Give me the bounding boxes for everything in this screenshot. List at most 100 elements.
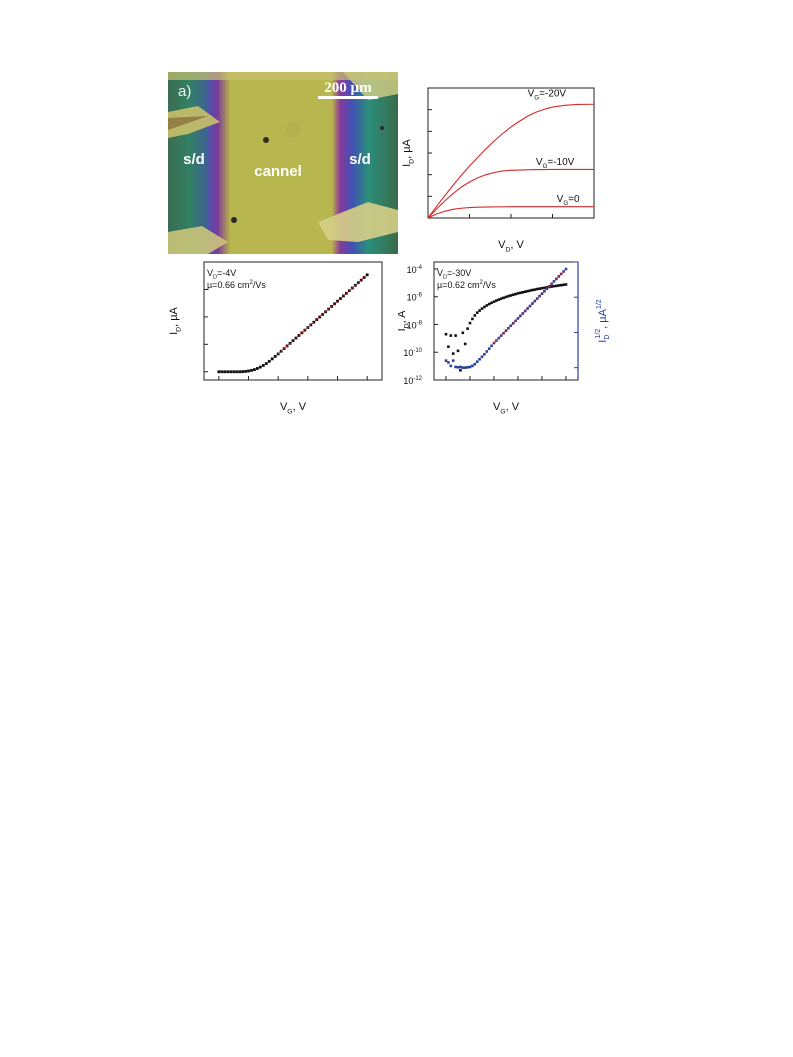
sqrt-id-point (521, 312, 525, 315)
sqrt-id-point (499, 334, 503, 337)
data-point (294, 336, 298, 340)
id-log-point (499, 297, 503, 300)
sqrt-id-point (502, 331, 505, 335)
sqrt-id-point (475, 360, 479, 363)
y-axis-label: ID, A (398, 310, 410, 331)
sqrt-id-point (485, 350, 489, 353)
id-log-point (528, 289, 532, 292)
data-point (339, 297, 342, 300)
id-log-point (550, 285, 553, 288)
y-axis-label: ID, µA (168, 306, 182, 334)
id-log-point (509, 294, 513, 297)
sqrt-id-point (545, 287, 549, 291)
id-log-point (449, 334, 453, 337)
data-point (312, 320, 316, 324)
id-log-point (451, 352, 455, 355)
id-log-point (447, 345, 450, 348)
sqrt-id-point (533, 299, 537, 303)
data-point (297, 334, 301, 337)
sqrt-id-point (538, 294, 541, 298)
output-curve (427, 168, 594, 219)
micrograph-image: a) 200 µm s/d cannel s/d (168, 72, 398, 254)
id-log-point (485, 304, 489, 307)
id-log-point (502, 296, 505, 300)
transfer-log-chart: 10-12 10-10 10-8 10-6 10-4 VD=-30V µ=0.62 cm2/… (398, 256, 620, 422)
data-point (258, 365, 262, 369)
id-log-point (552, 284, 556, 288)
sqrt-id-point (531, 302, 534, 305)
y-tick-label: 10-8 (407, 320, 423, 330)
sqrt-id-point (504, 329, 508, 332)
channel-label: cannel (254, 163, 302, 180)
id-log-point (540, 286, 544, 290)
id-log-point (475, 311, 479, 314)
data-point (220, 370, 224, 374)
sqrt-id-point (444, 359, 448, 362)
sqrt-id-point (552, 280, 556, 283)
output-curve (427, 206, 594, 219)
transfer-linear-chart: VD=-4V µ=0.66 cm2/Vs VG, V ID, µA (168, 256, 388, 422)
id-log-point (478, 309, 481, 312)
data-point (291, 339, 295, 343)
id-log-point (504, 295, 508, 299)
curve-label: VG=-10V (536, 157, 575, 170)
data-point (318, 315, 322, 319)
sqrt-id-point (492, 341, 496, 345)
data-point (229, 370, 233, 374)
sqrt-id-point (454, 365, 457, 369)
sqrt-id-point (540, 292, 544, 296)
id-log-point (463, 342, 467, 346)
y2-axis-label: ID1/2, µA1/2 (595, 299, 611, 342)
annotation-mobility: µ=0.62 cm2/Vs (437, 280, 496, 290)
sqrt-id-point (483, 352, 486, 356)
panel-a-label: a) (178, 83, 191, 100)
id-log-point (557, 284, 561, 287)
sqrt-id-point (514, 319, 517, 323)
annotation-vd: VD=-4V (207, 268, 236, 281)
plot-frame (203, 261, 383, 381)
id-log-point (461, 331, 465, 335)
sqrt-id-point (459, 365, 462, 369)
y-tick-label: 10-4 (407, 265, 423, 275)
output-curve (427, 103, 595, 219)
data-point (336, 299, 339, 303)
id-log-point (555, 284, 558, 288)
data-point (261, 364, 265, 367)
data-point (342, 294, 345, 298)
sqrt-id-point (466, 366, 469, 369)
id-log-point (466, 327, 469, 330)
sqrt-id-point (490, 344, 493, 348)
id-log-point (480, 307, 484, 310)
transfer-linear-svg: VD=-4Vµ=0.66 cm2/Vs VG, V ID, µA (168, 261, 383, 415)
id-log-point (559, 283, 563, 287)
id-log-point (492, 300, 496, 304)
annotation-vd: VD=-30V (437, 268, 471, 281)
id-log-point (514, 292, 517, 296)
y-axis-label: ID, µA (401, 138, 415, 166)
data-point (247, 369, 250, 373)
id-log-point (444, 332, 448, 336)
data-point (241, 370, 244, 374)
id-log-point (521, 290, 525, 294)
micrograph-panel: a) 200 µm s/d cannel s/d (168, 72, 398, 254)
id-log-point (454, 334, 457, 337)
sqrt-id-point (487, 347, 491, 350)
sqrt-id-point (523, 309, 527, 313)
sqrt-id-point (507, 326, 510, 330)
sqrt-id-point (478, 357, 481, 361)
id-log-point (507, 294, 510, 298)
data-point (250, 368, 253, 372)
sqrt-id-point (528, 304, 532, 308)
y-tick-label: 10-10 (403, 348, 422, 358)
id-log-point (519, 291, 522, 295)
x-axis-label: VG, V (493, 401, 520, 415)
id-log-point (564, 283, 568, 286)
output-curves-svg: VG=0 VG=-10V VG=-20V VD, V ID, µA (401, 87, 595, 253)
data-point (238, 370, 241, 374)
id-log-point (490, 301, 493, 305)
id-log-point (459, 368, 462, 372)
x-axis-label: VD, V (498, 239, 524, 253)
id-log-point (483, 305, 486, 309)
id-log-point (523, 290, 527, 294)
